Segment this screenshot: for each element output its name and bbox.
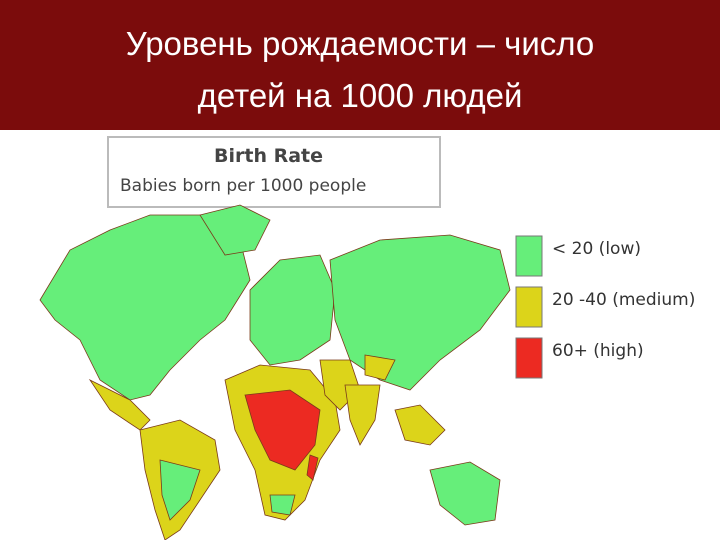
region	[244, 389, 321, 471]
legend-label: 20 -40 (medium)	[552, 290, 695, 310]
region	[329, 234, 511, 391]
region	[269, 494, 296, 516]
region	[39, 214, 251, 401]
header-title-line: Уровень рождаемости – число	[126, 25, 595, 62]
region	[159, 459, 201, 521]
region	[199, 204, 271, 256]
map-subtitle: Babies born per 1000 people	[120, 176, 366, 196]
legend-swatch	[515, 337, 543, 379]
region	[88, 378, 151, 431]
region	[429, 461, 501, 526]
header-title-line: детей на 1000 людей	[198, 77, 523, 114]
legend-swatch	[515, 235, 543, 277]
region	[344, 384, 381, 446]
map-title: Birth Rate	[214, 145, 323, 167]
world-map	[39, 204, 511, 540]
map-title-box	[107, 136, 441, 208]
legend-label: < 20 (low)	[552, 239, 641, 259]
legend: < 20 (low) 20 -40 (medium) 60+ (high)	[515, 235, 695, 379]
region	[306, 454, 319, 481]
region	[249, 254, 336, 366]
region	[364, 354, 396, 381]
legend-swatch	[515, 286, 543, 328]
header-band	[0, 0, 720, 130]
region	[394, 404, 446, 446]
legend-label: 60+ (high)	[552, 341, 644, 361]
